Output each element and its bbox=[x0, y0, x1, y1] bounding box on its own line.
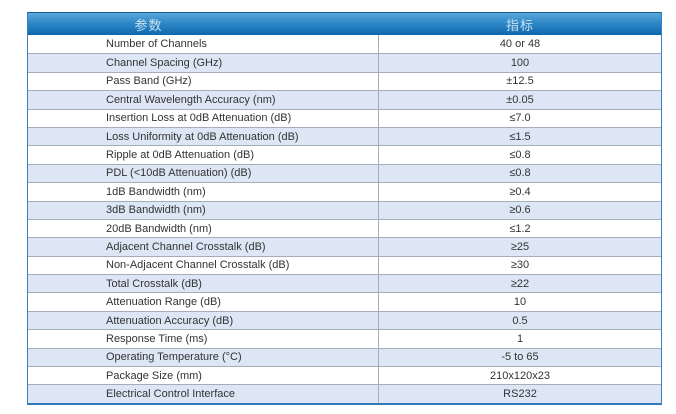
row-parameter: Central Wavelength Accuracy (nm) bbox=[28, 91, 379, 109]
header-cell-parameter: 参数 bbox=[134, 17, 163, 33]
table-row: Non-Adjacent Channel Crosstalk (dB) ≥30 bbox=[28, 255, 661, 275]
table-row: 1dB Bandwidth (nm) ≥0.4 bbox=[28, 182, 661, 201]
row-parameter: Operating Temperature (°C) bbox=[28, 348, 379, 367]
table-row: Attenuation Accuracy (dB) 0.5 bbox=[28, 310, 661, 330]
table-row: Response Time (ms) 1 bbox=[28, 329, 661, 348]
row-value: ≥30 bbox=[510, 259, 530, 272]
row-parameter: Electrical Control Interface bbox=[28, 385, 379, 403]
row-value: 210x120x23 bbox=[490, 369, 550, 382]
table-row: PDL (<10dB Attenuation) (dB) ≤0.8 bbox=[28, 163, 661, 183]
row-parameter: Insertion Loss at 0dB Attenuation (dB) bbox=[28, 109, 379, 127]
row-value: 100 bbox=[510, 57, 530, 70]
row-parameter: Adjacent Channel Crosstalk (dB) bbox=[28, 238, 379, 256]
table-row: 20dB Bandwidth (nm) ≤1.2 bbox=[28, 218, 661, 238]
row-value: ≤0.8 bbox=[509, 149, 531, 162]
table-row: Package Size (mm) 210x120x23 bbox=[28, 366, 661, 385]
table-row: Number of Channels 40 or 48 bbox=[28, 35, 661, 54]
row-value: 0.5 bbox=[512, 314, 528, 327]
row-value: ≥0.4 bbox=[509, 185, 531, 198]
row-parameter: Non-Adjacent Channel Crosstalk (dB) bbox=[28, 256, 379, 275]
row-value: ≤1.5 bbox=[509, 130, 531, 143]
table-row: Channel Spacing (GHz) 100 bbox=[28, 53, 661, 72]
table-row: Loss Uniformity at 0dB Attenuation (dB) … bbox=[28, 126, 661, 146]
row-value: ±12.5 bbox=[506, 75, 534, 88]
row-value: ≤7.0 bbox=[509, 112, 531, 125]
row-parameter: Loss Uniformity at 0dB Attenuation (dB) bbox=[28, 127, 379, 146]
table-row: 3dB Bandwidth (nm) ≥0.6 bbox=[28, 200, 661, 219]
row-parameter: Total Crosstalk (dB) bbox=[28, 275, 379, 293]
table-row: Adjacent Channel Crosstalk (dB) ≥25 bbox=[28, 237, 661, 256]
row-parameter: Package Size (mm) bbox=[28, 367, 379, 385]
table-row: Attenuation Range (dB) 10 bbox=[28, 292, 661, 311]
table-row: Operating Temperature (°C) -5 to 65 bbox=[28, 347, 661, 367]
row-value: ≥25 bbox=[510, 240, 530, 253]
row-value: 1 bbox=[516, 332, 524, 345]
table-header-row: 参数 指标 bbox=[28, 13, 661, 35]
row-value: 40 or 48 bbox=[499, 38, 541, 51]
row-parameter: Ripple at 0dB Attenuation (dB) bbox=[28, 146, 379, 164]
row-value: 10 bbox=[513, 296, 527, 309]
row-value: ≥0.6 bbox=[509, 204, 531, 217]
table-row: Central Wavelength Accuracy (nm) ±0.05 bbox=[28, 90, 661, 109]
row-parameter: Number of Channels bbox=[28, 35, 379, 54]
header-cell-value: 指标 bbox=[505, 17, 534, 33]
row-parameter: 1dB Bandwidth (nm) bbox=[28, 183, 379, 201]
spec-table-body: Number of Channels 40 or 48 Channel Spac… bbox=[28, 35, 661, 403]
table-row: Insertion Loss at 0dB Attenuation (dB) ≤… bbox=[28, 108, 661, 127]
row-parameter: 3dB Bandwidth (nm) bbox=[28, 201, 379, 219]
table-row: Total Crosstalk (dB) ≥22 bbox=[28, 274, 661, 293]
row-value: -5 to 65 bbox=[501, 351, 539, 364]
row-value: RS232 bbox=[503, 388, 537, 401]
row-parameter: Response Time (ms) bbox=[28, 330, 379, 348]
row-parameter: Attenuation Range (dB) bbox=[28, 293, 379, 311]
row-parameter: Channel Spacing (GHz) bbox=[28, 54, 379, 72]
row-value: ≤0.8 bbox=[509, 167, 531, 180]
table-row: Pass Band (GHz) ±12.5 bbox=[28, 71, 661, 91]
row-parameter: PDL (<10dB Attenuation) (dB) bbox=[28, 164, 379, 183]
row-parameter: 20dB Bandwidth (nm) bbox=[28, 219, 379, 238]
spec-table: 参数 指标 Number of Channels 40 or 48 Channe… bbox=[27, 12, 662, 405]
row-value: ≥22 bbox=[510, 277, 530, 290]
row-parameter: Attenuation Accuracy (dB) bbox=[28, 311, 379, 330]
table-row: Ripple at 0dB Attenuation (dB) ≤0.8 bbox=[28, 145, 661, 164]
row-value: ≤1.2 bbox=[509, 222, 531, 235]
table-row: Electrical Control Interface RS232 bbox=[28, 384, 661, 403]
row-value: ±0.05 bbox=[506, 93, 534, 106]
row-parameter: Pass Band (GHz) bbox=[28, 72, 379, 91]
